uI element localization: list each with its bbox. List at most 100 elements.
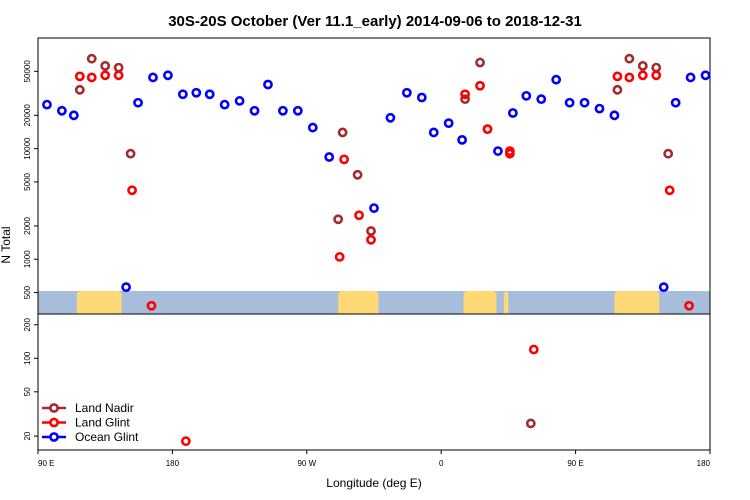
legend-label-land-nadir: Land Nadir	[75, 401, 134, 415]
x-tick-label-0: 90 E	[38, 459, 54, 468]
land-glint-point-6	[180, 436, 191, 447]
land-glint-point-10	[366, 234, 376, 245]
ocean-glint-point-19	[385, 112, 396, 123]
x-axis: 90 E 180 90 W 0 90 E 180	[37, 450, 711, 468]
ocean-glint-point-35	[670, 97, 681, 108]
ocean-glint-point-17	[324, 152, 335, 162]
ocean-glint-point-32	[594, 103, 605, 114]
ocean-glint-point-18	[369, 203, 379, 214]
land-nadir-point-0	[74, 84, 85, 95]
ocean-glint-point-14	[278, 105, 288, 116]
land-glint-point-0	[74, 71, 85, 82]
land-glint-point-18	[624, 72, 635, 83]
upper-y-tick-label-50000: 50000	[23, 60, 32, 83]
upper-y-tick-label-500: 500	[23, 285, 32, 299]
land-nadir-point-14	[624, 53, 635, 64]
ocean-glint-point-31	[579, 97, 590, 108]
ocean-glint-point-21	[416, 92, 427, 103]
land-glint-point-2	[100, 70, 111, 81]
legend-marker-land-nadir	[49, 403, 59, 413]
land-glint-point-4	[127, 185, 137, 196]
ocean-glint-point-12	[249, 105, 260, 116]
upper-y-tick-label-2000: 2000	[23, 217, 32, 235]
ocean-glint-point-10	[219, 99, 230, 110]
ocean-glint-point-22	[428, 127, 439, 138]
land-glint-point-9	[354, 210, 364, 221]
land-glint-point-5	[146, 300, 157, 311]
land-nadir-point-3	[113, 62, 124, 73]
land-nadir-point-8	[366, 226, 376, 236]
chart-title: 30S-20S October (Ver 11.1_early) 2014-09…	[168, 13, 582, 30]
ocean-glint-point-7	[177, 89, 188, 100]
land-nadir-point-12	[525, 418, 536, 429]
ocean-glint-point-30	[564, 97, 575, 108]
upper-y-tick-label-5000: 5000	[23, 172, 32, 190]
x-tick-label-2: 90 W	[297, 459, 316, 468]
land-glint-point-19	[637, 70, 648, 81]
land-nadir-point-4	[125, 148, 136, 159]
land-glint-point-22	[684, 300, 694, 311]
ocean-glint-point-1	[56, 105, 67, 116]
ocean-glint-point-24	[457, 134, 468, 145]
land-glint-point-8	[339, 154, 350, 165]
ocean-glint-point-28	[536, 94, 547, 105]
upper-y-axis: 500 1000 2000 5000 10000 20000 50000	[23, 60, 38, 299]
x-axis-label: Longitude (deg E)	[326, 476, 421, 490]
ocean-glint-point-15	[292, 105, 303, 116]
land-nadir-point-17	[663, 148, 674, 159]
x-tick-label-5: 180	[697, 459, 711, 468]
surface-band	[37, 37, 711, 315]
land-segment-3	[503, 291, 509, 314]
ocean-glint-point-2	[68, 110, 79, 121]
legend-label-land-glint: Land Glint	[75, 416, 130, 430]
ocean-glint-point-3	[121, 282, 132, 293]
ocean-glint-point-36	[685, 72, 696, 83]
y-axis-label: N Total	[0, 226, 13, 263]
ocean-glint-point-11	[234, 96, 245, 106]
legend-marker-land-glint	[49, 417, 59, 428]
legend-marker-ocean-glint	[49, 432, 59, 442]
ocean-glint-point-8	[191, 87, 202, 98]
land-nadir-point-7	[352, 169, 363, 180]
lower-y-tick-label-20: 20	[23, 431, 32, 440]
land-glint-point-12	[475, 80, 485, 91]
ocean-glint-point-29	[551, 74, 562, 85]
ocean-glint-point-23	[443, 118, 454, 129]
x-tick-label-1: 180	[166, 459, 180, 468]
ocean-glint-point-5	[148, 72, 158, 83]
x-tick-label-3: 0	[439, 459, 444, 468]
land-glint-point-13	[482, 124, 493, 135]
ocean-glint-point-33	[609, 110, 620, 121]
land-nadir-point-5	[333, 214, 344, 225]
ocean-glint-point-16	[307, 122, 318, 133]
land-glint-point-17	[612, 71, 623, 82]
land-segment-2	[463, 291, 497, 314]
ocean-glint-point-25	[493, 146, 503, 156]
ocean-glint-point-9	[204, 89, 215, 100]
land-glint-point-3	[113, 70, 124, 81]
ocean-glint-point-37	[700, 70, 711, 81]
land-segment-4	[614, 291, 660, 314]
upper-panel-frame	[37, 37, 711, 315]
land-segment-0	[76, 291, 122, 314]
legend-label-ocean-glint: Ocean Glint	[75, 430, 139, 444]
ocean-glint-point-4	[133, 97, 143, 108]
x-tick-label-4: 90 E	[567, 459, 583, 468]
ocean-glint-point-26	[507, 108, 518, 118]
upper-y-tick-label-20000: 20000	[23, 104, 32, 127]
land-glint-point-21	[664, 185, 675, 196]
ocean-glint-point-13	[263, 79, 273, 90]
ocean-glint-point-6	[163, 70, 173, 81]
land-glint-point-16	[528, 344, 539, 355]
land-nadir-point-16	[651, 62, 662, 73]
land-nadir-point-9	[460, 94, 470, 105]
land-glint-point-7	[334, 252, 345, 262]
upper-y-tick-label-10000: 10000	[23, 137, 32, 160]
land-nadir-point-2	[100, 60, 111, 71]
upper-y-tick-label-1000: 1000	[23, 250, 32, 268]
land-glint-point-20	[651, 70, 662, 81]
lower-y-tick-label-50: 50	[23, 387, 32, 396]
data-points	[42, 53, 711, 447]
